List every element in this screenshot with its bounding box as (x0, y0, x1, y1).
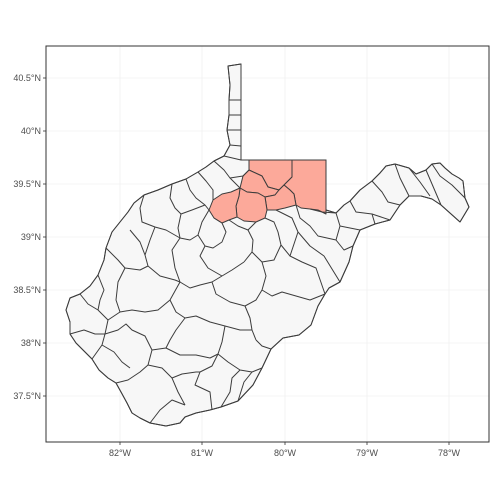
y-tick-label: 37.5°N (13, 391, 41, 401)
county-boundaries (69, 99, 466, 424)
x-tick-label: 80°W (274, 448, 297, 458)
y-tick-label: 39°N (21, 232, 41, 242)
y-axis: 37.5°N 38°N 38.5°N 39°N 39.5°N 40°N 40.5… (13, 73, 46, 401)
x-tick-label: 82°W (109, 448, 132, 458)
y-tick-label: 40°N (21, 126, 41, 136)
y-tick-label: 38°N (21, 338, 41, 348)
x-axis: 82°W 81°W 80°W 79°W 78°W (109, 442, 461, 458)
y-tick-label: 40.5°N (13, 73, 41, 83)
x-tick-label: 79°W (356, 448, 379, 458)
y-tick-label: 39.5°N (13, 179, 41, 189)
x-tick-label: 81°W (191, 448, 214, 458)
state-map (65, 63, 470, 427)
state-border (65, 63, 470, 427)
county-doddridge (208, 187, 241, 224)
panel-border (45, 45, 490, 443)
x-tick-label: 78°W (438, 448, 461, 458)
county-taylor (264, 184, 297, 211)
y-tick-label: 38.5°N (13, 285, 41, 295)
